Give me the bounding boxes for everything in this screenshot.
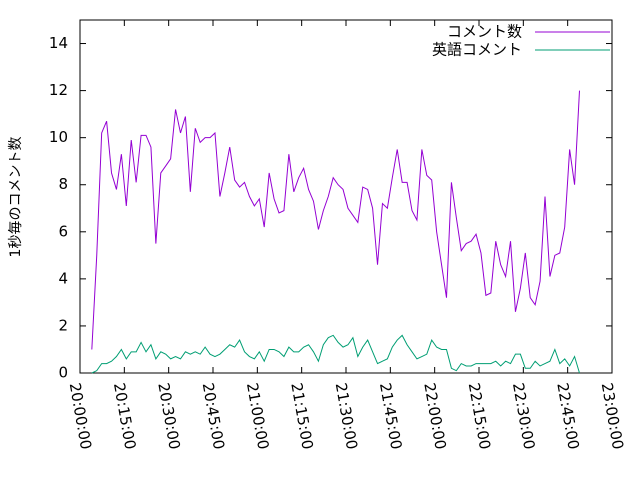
x-tick-label: 21:45:00 xyxy=(376,381,405,450)
x-tick-label: 21:15:00 xyxy=(287,381,316,450)
plot-frame xyxy=(79,19,613,374)
x-tick-label: 22:30:00 xyxy=(509,381,538,450)
series-line xyxy=(91,90,580,350)
y-tick-label: 2 xyxy=(58,316,68,334)
y-tick-label: 10 xyxy=(49,128,68,146)
x-tick-label: 20:45:00 xyxy=(199,381,228,450)
y-axis-label: 1秒毎のコメント数 xyxy=(8,137,24,258)
x-tick-label: 20:30:00 xyxy=(154,381,183,450)
legend-label: コメント数 xyxy=(447,23,522,41)
y-tick-label: 6 xyxy=(58,222,68,240)
x-tick-label: 22:15:00 xyxy=(465,381,494,450)
x-tick-label: 21:30:00 xyxy=(332,381,361,450)
y-tick-label: 12 xyxy=(49,81,68,99)
y-tick-label: 8 xyxy=(58,175,68,193)
x-tick-label: 22:45:00 xyxy=(553,381,582,450)
y-tick-label: 0 xyxy=(58,364,68,382)
y-tick-label: 14 xyxy=(49,34,68,52)
legend-label: 英語コメント xyxy=(432,41,522,59)
x-tick-label: 20:15:00 xyxy=(110,381,139,450)
series-line xyxy=(91,334,580,374)
x-tick-label: 22:00:00 xyxy=(420,381,449,450)
x-tick-label: 21:00:00 xyxy=(243,381,272,450)
y-tick-label: 4 xyxy=(58,269,68,287)
x-tick-label: 23:00:00 xyxy=(598,381,627,450)
x-tick-label: 20:00:00 xyxy=(66,381,95,450)
